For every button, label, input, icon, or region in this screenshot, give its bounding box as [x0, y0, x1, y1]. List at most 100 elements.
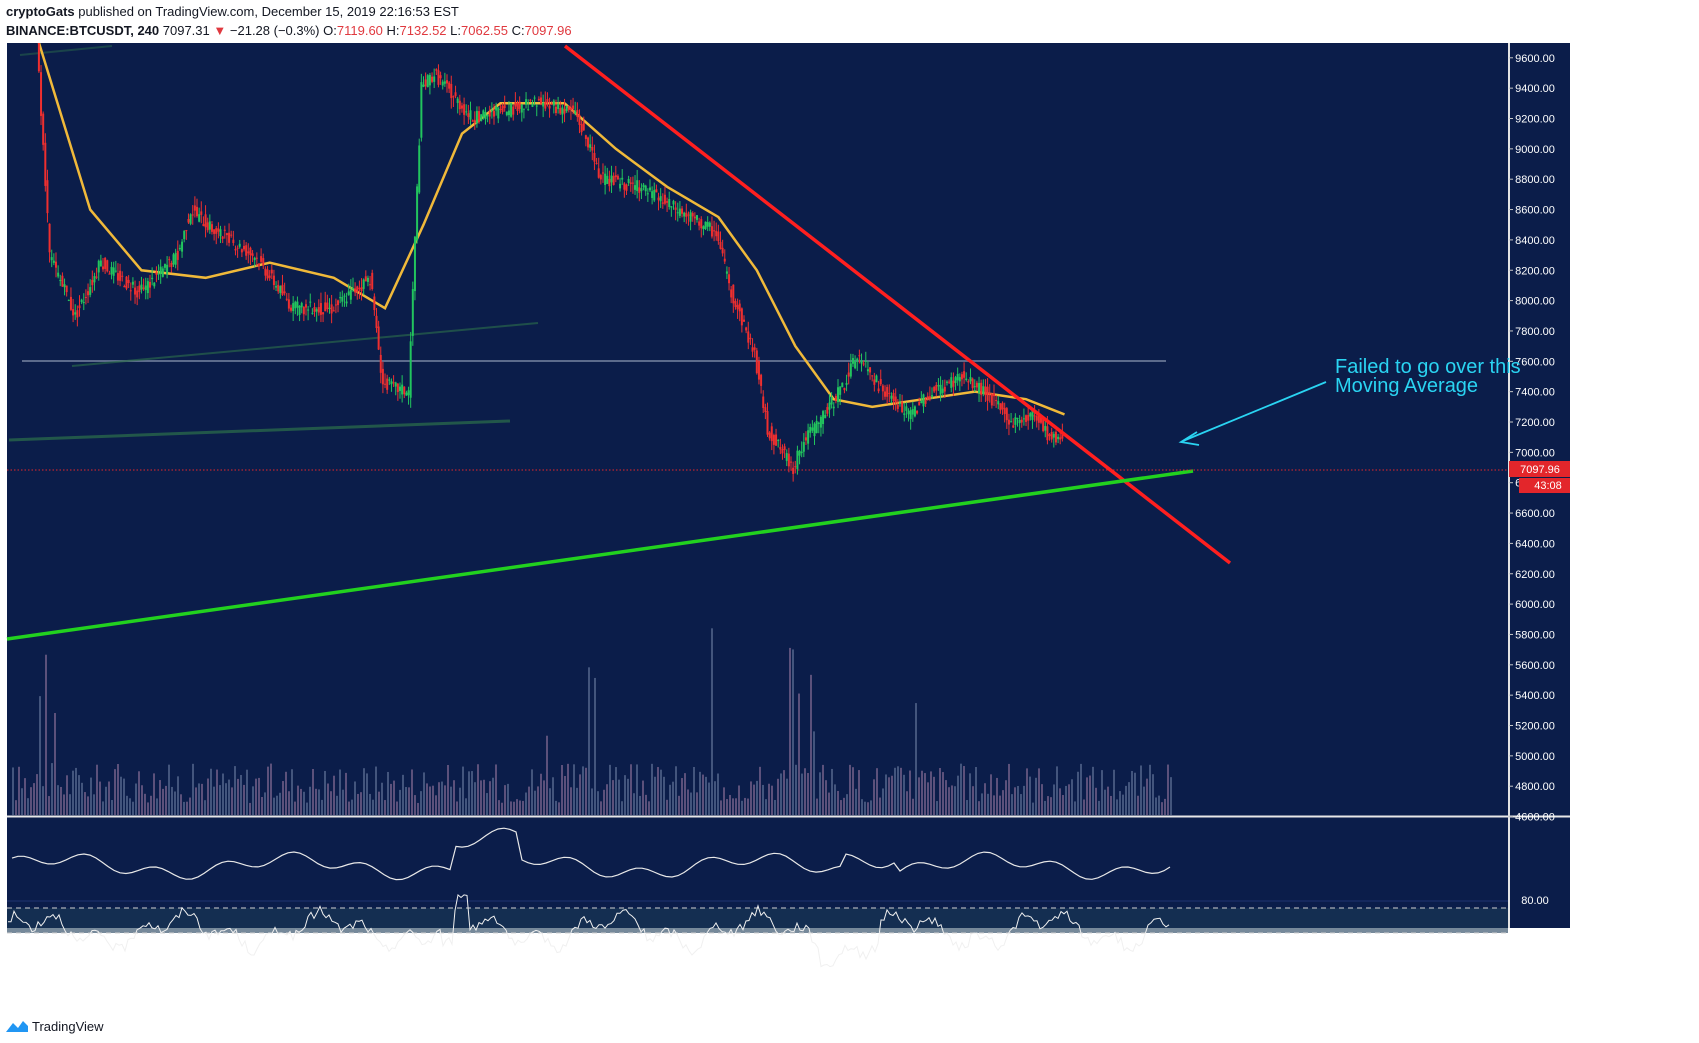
candle-body: [721, 247, 724, 254]
volume-bar: [1098, 800, 1100, 815]
candle-body: [715, 230, 718, 237]
candle-body: [593, 152, 596, 162]
candle-body: [104, 257, 107, 269]
footer-brand[interactable]: TradingView: [32, 1018, 104, 1034]
volume-bar: [306, 802, 308, 815]
candle-body: [999, 403, 1002, 411]
candle-body: [371, 272, 374, 290]
candle-body: [206, 222, 209, 231]
candle-body: [401, 384, 404, 395]
candle-body: [262, 258, 265, 266]
volume-bar: [129, 798, 131, 815]
ohlc-legend: BINANCE:BTCUSDT, 240 7097.31 ▼ −21.28 (−…: [6, 23, 572, 38]
volume-bar: [1044, 800, 1046, 815]
volume-bar: [729, 794, 731, 815]
candle-body: [456, 98, 459, 103]
candle-body: [443, 81, 446, 84]
volume-bar: [273, 797, 275, 815]
candle-body: [187, 219, 190, 223]
volume-bar: [114, 769, 116, 815]
volume-bar: [1056, 766, 1058, 815]
last-price: 7097.31: [162, 23, 210, 38]
candle-body: [898, 402, 901, 404]
volume-bar: [75, 767, 77, 815]
candle-body: [661, 202, 664, 204]
volume-bar: [603, 789, 605, 815]
candle-body: [770, 426, 773, 442]
price-change: −21.28 (−0.3%): [229, 23, 320, 38]
candle-body: [992, 393, 995, 397]
candle-body: [533, 97, 536, 99]
price-tick-label: 5400.00: [1515, 690, 1555, 702]
candle-body: [140, 284, 143, 290]
candle-body: [790, 461, 793, 463]
volume-bar: [330, 791, 332, 815]
volume-bar: [1020, 794, 1022, 815]
candle-body: [644, 185, 647, 192]
candle-body: [933, 386, 936, 392]
volume-bar: [15, 800, 17, 815]
volume-bar: [483, 779, 485, 815]
volume-bar: [1074, 801, 1076, 815]
volume-bar: [840, 800, 842, 815]
candle-body: [362, 279, 365, 289]
candle-body: [181, 241, 184, 252]
candle-body: [655, 189, 658, 193]
candle-body: [249, 247, 252, 256]
candle-body: [486, 115, 489, 117]
author[interactable]: cryptoGats: [6, 4, 75, 19]
volume-bar: [1170, 777, 1172, 815]
candle-body: [196, 206, 199, 217]
volume-bar: [873, 779, 875, 815]
volume-bar: [48, 796, 50, 815]
volume-bar: [615, 767, 617, 815]
candle-body: [648, 187, 651, 191]
volume-bar: [177, 776, 179, 815]
candle-body: [903, 413, 906, 415]
candle-body: [426, 75, 429, 88]
candle-body: [129, 290, 132, 292]
candle-body: [804, 437, 807, 441]
candle-body: [514, 102, 517, 107]
candle-body: [719, 241, 722, 249]
candle-body: [1005, 408, 1008, 421]
chart-svg[interactable]: 9600.00 9400.00 9200.00 9000.00 8800.00 8600.…: [0, 43, 1699, 1007]
candle-body: [676, 212, 679, 214]
volume-bar: [612, 780, 614, 815]
open-label: O:: [323, 23, 337, 38]
candle-body: [204, 214, 207, 228]
candle-body: [815, 420, 818, 433]
volume-bar: [774, 800, 776, 815]
volume-bar: [162, 788, 164, 815]
candle-body: [1016, 418, 1019, 420]
volume-bar: [54, 713, 56, 815]
candle-body: [172, 254, 175, 265]
candle-body: [753, 347, 756, 350]
symbol-label[interactable]: BINANCE:BTCUSDT, 240: [6, 23, 160, 38]
candle-body: [505, 111, 508, 116]
candle-body: [702, 226, 705, 230]
volume-bar: [618, 779, 620, 815]
volume-bar: [528, 786, 530, 815]
candle-body: [723, 258, 726, 262]
candle-body: [958, 377, 961, 382]
price-tick-label: 5000.00: [1515, 751, 1555, 763]
volume-bar: [675, 766, 677, 815]
volume-bar: [741, 800, 743, 815]
volume-bar: [1158, 795, 1160, 815]
price-tick-label: 6200.00: [1515, 569, 1555, 581]
time-tick-label: Nov: [536, 988, 556, 1000]
volume-bar: [450, 786, 452, 815]
volume-bar: [657, 767, 659, 815]
volume-bar: [864, 801, 866, 815]
candle-body: [584, 135, 587, 139]
volume-bar: [702, 774, 704, 815]
candle-body: [418, 145, 421, 193]
candle-body: [360, 287, 363, 291]
volume-bar: [411, 769, 413, 815]
candle-body: [681, 208, 684, 214]
candle-body: [95, 276, 98, 278]
volume-bar: [567, 763, 569, 815]
tradingview-logo-icon[interactable]: [6, 1019, 28, 1033]
candle-body: [691, 213, 694, 217]
